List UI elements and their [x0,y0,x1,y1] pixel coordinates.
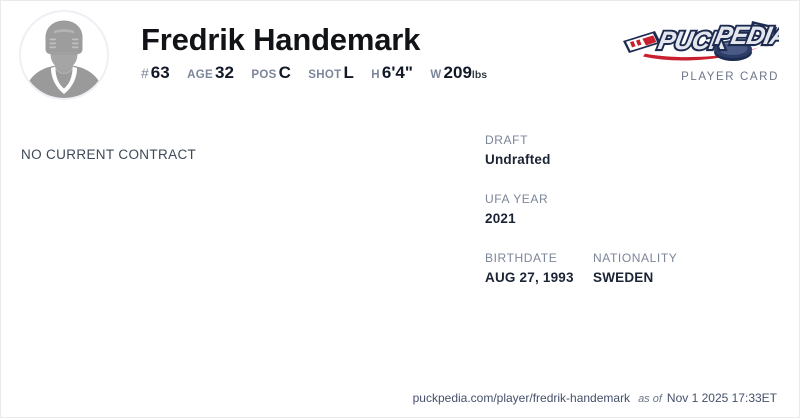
info-group-ufa-year: UFA YEAR 2021 [485,190,785,228]
as-of-label: as of [638,393,662,405]
stat-number: #63 [141,63,170,84]
stat-height: H 6'4" [371,63,413,85]
stat-shot-value: L [343,63,354,82]
stat-weight-label: W [430,69,442,81]
puckpedia-logo-icon: PUCK PUCK PEDIA PEDIA [623,20,779,61]
draft-label: DRAFT [485,133,528,147]
contract-section: NO CURRENT CONTRACT [21,147,196,162]
stat-position: POS C [251,63,290,85]
stat-age: AGE 32 [187,63,234,85]
brand-logo-block[interactable]: PUCK PUCK PEDIA PEDIA PLAYER CARD [603,19,779,83]
draft-value: Undrafted [485,152,551,167]
stat-weight-unit: lbs [471,69,488,81]
contract-status: NO CURRENT CONTRACT [21,147,197,162]
card-footer: puckpedia.com/player/fredrik-handemark as… [413,390,777,407]
stat-weight-value: 209 [443,63,472,82]
stat-number-label: # [141,65,149,81]
page-title: Fredrik Handemark [141,22,421,57]
info-cell-ufa-year: UFA YEAR 2021 [485,190,593,228]
birthdate-label: BIRTHDATE [485,251,558,265]
player-silhouette-icon [20,11,108,99]
as-of-timestamp: Nov 1 2025 17:33ET [666,391,777,405]
player-stats-row: #63 AGE 32 POS C SHOT L H 6'4" W 209lbs [141,63,487,85]
info-group-birth-nationality: BIRTHDATE AUG 27, 1993 NATIONALITY SWEDE… [485,249,785,287]
stat-height-label: H [371,69,380,81]
stat-number-value: 63 [150,63,170,82]
stat-position-label: POS [251,69,277,81]
name-block: Fredrik Handemark #63 AGE 32 POS C SHOT L H… [141,21,487,85]
stat-height-value: 6'4" [381,63,413,82]
ufa-year-label: UFA YEAR [485,192,549,206]
info-cell-draft: DRAFT Undrafted [485,131,593,169]
svg-text:PUCK: PUCK [656,27,732,55]
card-header: Fredrik Handemark #63 AGE 32 POS C SHOT L H… [1,1,799,111]
stat-shot: SHOT L [308,63,354,85]
stat-shot-label: SHOT [308,69,342,81]
player-info-column: DRAFT Undrafted UFA YEAR 2021 BIRTHDATE … [485,131,785,287]
stat-position-value: C [278,63,291,82]
player-card-subtitle: PLAYER CARD [681,71,779,83]
info-cell-birthdate: BIRTHDATE AUG 27, 1993 [485,249,593,287]
svg-text:PEDIA: PEDIA [713,22,779,50]
nationality-value: SWEDEN [593,270,654,285]
source-url[interactable]: puckpedia.com/player/fredrik-handemark [412,391,631,405]
stat-age-value: 32 [215,63,234,82]
info-cell-nationality: NATIONALITY SWEDEN [593,249,701,287]
svg-text:PEDIA: PEDIA [713,22,779,50]
birthdate-value: AUG 27, 1993 [485,270,574,285]
nationality-label: NATIONALITY [593,251,678,265]
stat-weight: W 209lbs [430,63,487,85]
avatar [20,11,108,99]
svg-text:PUCK: PUCK [656,27,732,55]
info-group-draft: DRAFT Undrafted [485,131,785,169]
stat-age-label: AGE [187,69,213,81]
ufa-year-value: 2021 [485,211,516,226]
